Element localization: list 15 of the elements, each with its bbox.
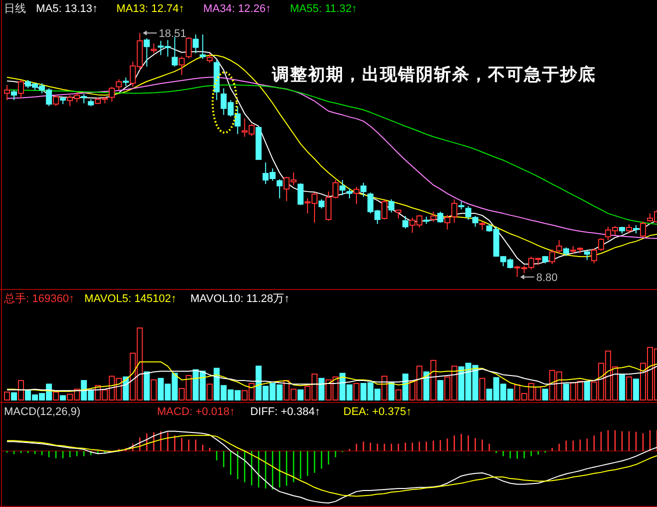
chart-title: MACD(12,26,9)	[4, 406, 80, 418]
text: MA5: 13.13↑	[36, 3, 98, 15]
text: MA34: 12.26↑	[203, 3, 272, 15]
text: MA13: 12.74↑	[116, 3, 184, 15]
text: 总手: 169360↑	[3, 292, 74, 305]
text: DIFF: +0.384↑	[250, 406, 320, 418]
text: DEA: +0.375↑	[343, 406, 412, 418]
series-label: MACD: +0.018↑	[157, 406, 235, 418]
text: MA55: 11.32↑	[290, 3, 358, 15]
chart-title: 日线	[4, 2, 26, 15]
annotation: 调整初期，出现错阴斩杀，不可急于抄底	[271, 65, 596, 85]
text: MAVOL10: 11.28万↑	[190, 293, 290, 305]
annotation: 8.80	[536, 272, 558, 284]
text: MAVOL5: 145102↑	[84, 293, 177, 305]
annotation: 18.51	[158, 28, 186, 40]
